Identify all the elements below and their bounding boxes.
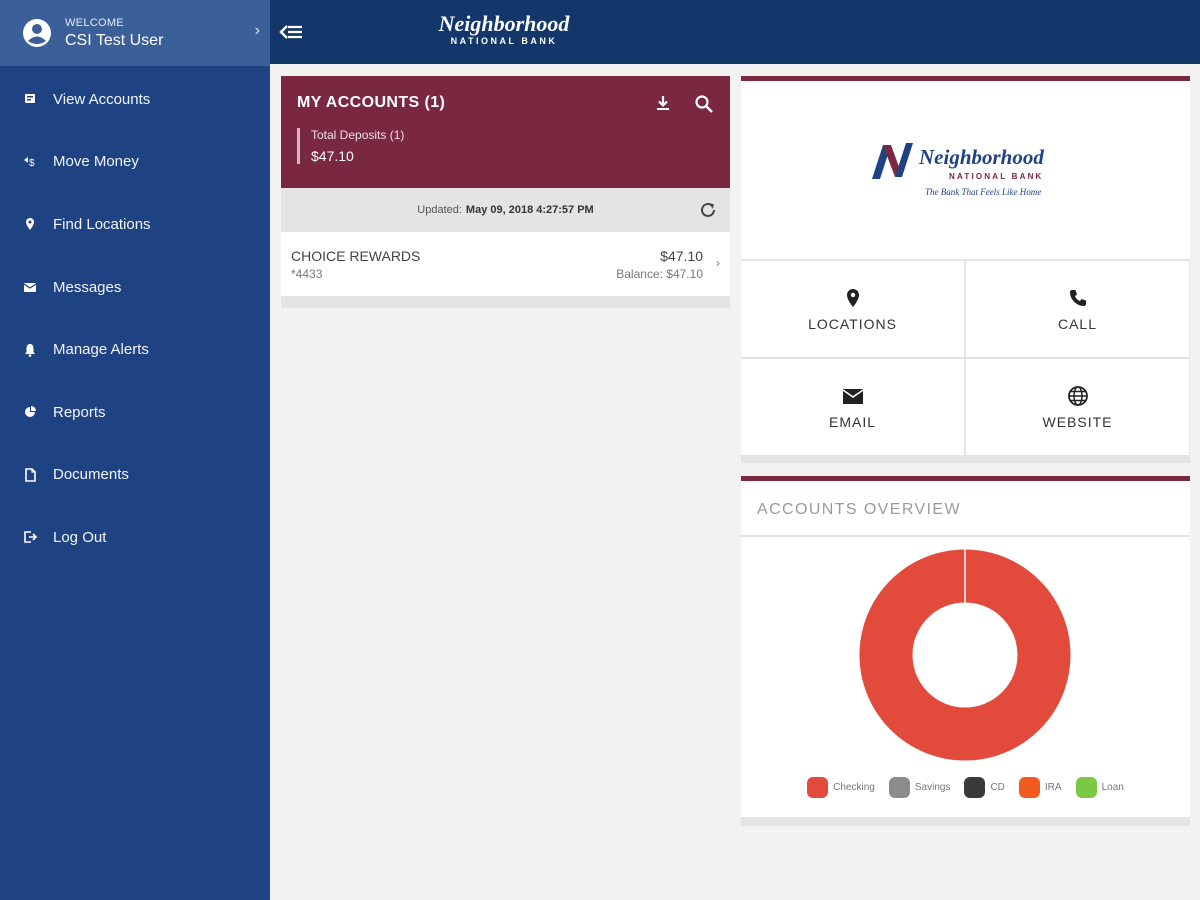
website-label: WEBSITE (1042, 413, 1113, 430)
donut-chart (859, 549, 1071, 761)
nav-menu: View Accounts $ Move Money Find Location… (0, 66, 270, 569)
locations-label: LOCATIONS (808, 315, 897, 332)
move-money-icon: $ (24, 156, 35, 169)
document-icon (25, 468, 36, 482)
overview-title: ACCOUNTS OVERVIEW (741, 481, 1190, 535)
legend-label: Checking (833, 782, 875, 793)
location-pin-icon (846, 288, 859, 307)
call-button[interactable]: CALL (966, 261, 1189, 357)
user-avatar-icon (23, 19, 51, 47)
bank-tagline: The Bank That Feels Like Home (925, 187, 1042, 197)
legend-label: CD (990, 782, 1005, 793)
chevron-right-icon: › (254, 22, 260, 39)
chart-legend: Checking Savings CD IRA Loan (741, 777, 1190, 798)
svg-text:$: $ (29, 158, 35, 169)
nav-label: Documents (53, 466, 129, 484)
legend-swatch (964, 777, 986, 798)
nav-item-reports[interactable]: Reports (0, 381, 270, 444)
accounts-header: MY ACCOUNTS (1) Total Deposits (1) $47.1… (281, 76, 730, 188)
chevron-right-icon: › (716, 256, 720, 270)
nav-label: Log Out (53, 528, 107, 546)
website-button[interactable]: WEBSITE (966, 359, 1189, 455)
account-amount: $47.10 (660, 248, 703, 264)
globe-icon (1067, 385, 1088, 406)
legend-item-loan: Loan (1075, 777, 1124, 798)
search-icon[interactable] (694, 94, 714, 114)
email-label: EMAIL (828, 413, 876, 430)
nav-label: Messages (53, 278, 122, 296)
call-label: CALL (1057, 315, 1098, 332)
legend-label: IRA (1044, 782, 1062, 793)
total-deposits: Total Deposits (1) $47.10 (297, 128, 714, 164)
nav-label: Reports (53, 403, 106, 421)
envelope-icon (23, 283, 37, 293)
brand-sub: NATIONAL BANK (450, 36, 558, 46)
phone-icon (1069, 289, 1086, 306)
accounts-overview-card: ACCOUNTS OVERVIEW Checking Savings CD IRA Lo… (741, 476, 1190, 826)
account-number: *4433 (291, 267, 323, 281)
bank-logo-sub: NATIONAL BANK (949, 172, 1044, 181)
accounts-icon (25, 94, 35, 104)
user-profile-button[interactable]: WELCOME CSI Test User › (0, 0, 270, 66)
bank-logo-mark-icon (872, 143, 913, 179)
sidebar: WELCOME CSI Test User › View Accounts $ … (0, 0, 270, 900)
contact-grid: LOCATIONS CALL EMAIL WEBSITE (741, 261, 1190, 455)
updated-bar: Updated: May 09, 2018 4:27:57 PM (281, 188, 730, 232)
nav-item-view-accounts[interactable]: View Accounts (0, 68, 270, 131)
bank-logo-area: Neighborhood NATIONAL BANK The Bank That… (741, 81, 1190, 259)
brand-name: Neighborhood (438, 11, 570, 36)
nav-item-messages[interactable]: Messages (0, 256, 270, 319)
brand-logo: Neighborhood NATIONAL BANK (434, 11, 574, 47)
legend-label: Savings (914, 782, 951, 793)
overview-chart-area: Checking Savings CD IRA Loan (741, 537, 1190, 817)
account-name: CHOICE REWARDS (291, 248, 421, 264)
bank-logo: Neighborhood NATIONAL BANK The Bank That… (869, 139, 1069, 209)
nav-item-find-locations[interactable]: Find Locations (0, 193, 270, 256)
nav-item-manage-alerts[interactable]: Manage Alerts (0, 318, 270, 381)
legend-swatch (1018, 777, 1040, 798)
collapse-menu-icon[interactable] (278, 20, 304, 44)
location-pin-icon (26, 218, 34, 231)
nav-item-move-money[interactable]: $ Move Money (0, 131, 270, 194)
nav-item-log-out[interactable]: Log Out (0, 506, 270, 569)
updated-label: Updated: (417, 204, 462, 216)
email-button[interactable]: EMAIL (741, 359, 964, 455)
nav-label: Find Locations (53, 215, 151, 233)
legend-swatch (807, 777, 829, 798)
bell-icon (25, 343, 35, 357)
refresh-icon[interactable] (698, 200, 718, 220)
total-deposits-label: Total Deposits (1) (311, 128, 405, 142)
nav-item-documents[interactable]: Documents (0, 444, 270, 507)
legend-swatch (888, 777, 910, 798)
bank-info-card: Neighborhood NATIONAL BANK The Bank That… (741, 76, 1190, 463)
legend-item-ira: IRA (1018, 777, 1062, 798)
accounts-title: MY ACCOUNTS (1) (297, 94, 446, 111)
updated-value: May 09, 2018 4:27:57 PM (465, 204, 594, 216)
bank-logo-name: Neighborhood (919, 145, 1044, 169)
my-accounts-card: MY ACCOUNTS (1) Total Deposits (1) $47.1… (281, 76, 730, 308)
account-row[interactable]: CHOICE REWARDS *4433 $47.10 Balance: $47… (281, 232, 730, 296)
nav-label: Move Money (53, 153, 139, 171)
locations-button[interactable]: LOCATIONS (741, 261, 964, 357)
legend-item-checking: Checking (807, 777, 875, 798)
legend-swatch (1075, 777, 1097, 798)
nav-label: Manage Alerts (53, 341, 149, 359)
total-deposits-value: $47.10 (311, 148, 354, 164)
legend-label: Loan (1101, 782, 1124, 793)
account-balance: Balance: $47.10 (616, 267, 703, 281)
pie-chart-icon (25, 406, 36, 418)
top-bar: Neighborhood NATIONAL BANK (270, 0, 1200, 64)
download-icon[interactable] (654, 94, 672, 112)
welcome-label: WELCOME (65, 16, 124, 29)
legend-item-cd: CD (964, 777, 1005, 798)
envelope-icon (842, 388, 863, 404)
legend-item-savings: Savings (888, 777, 951, 798)
nav-label: View Accounts (53, 90, 151, 108)
logout-icon (24, 531, 38, 544)
user-name: CSI Test User (65, 31, 164, 49)
